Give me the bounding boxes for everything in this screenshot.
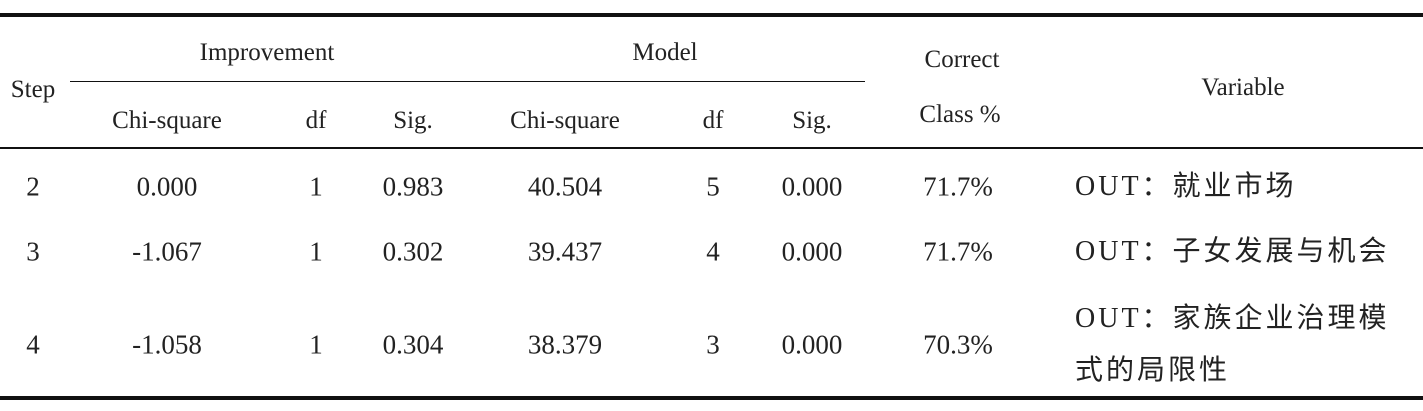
cell-variable: OUT：就业市场 [1075,171,1297,202]
header-subcolumn: Chi-square [112,107,222,134]
header-step: Step [10,76,56,103]
cell: 1 [309,171,323,202]
header-subcolumn: df [702,107,724,134]
cell: 0.304 [382,329,444,360]
cell: 40.504 [527,171,603,202]
cell: 3 [26,236,40,267]
cell: 1 [309,329,323,360]
cell: 70.3% [923,329,993,360]
header-group: Model [632,39,698,66]
cell: 39.437 [527,236,603,267]
cell: 0.000 [136,171,198,202]
header-correct: Correct [924,46,1000,73]
cell: 71.7% [923,171,993,202]
cell: -1.067 [132,236,202,267]
header-subcolumn: Sig. [393,107,433,134]
cell: 4 [26,329,40,360]
header-group: Improvement [199,39,335,66]
cell: 3 [706,329,720,360]
header-correct: Class % [919,101,1001,128]
header-subcolumn: df [305,107,327,134]
cell: 0.000 [781,236,843,267]
cell-variable: OUT：子女发展与机会 [1075,236,1390,267]
cell-variable: OUT：家族企业治理模式的局限性 [1075,303,1390,386]
cell: 0.302 [382,236,444,267]
cell: 0.983 [382,171,444,202]
group-rule [70,81,865,82]
header-rule [0,147,1423,149]
cell: 0.000 [781,329,843,360]
cell: -1.058 [132,329,202,360]
header-variable: Variable [1201,74,1285,101]
cell: 5 [706,171,720,202]
cell: 2 [26,171,40,202]
cell: 38.379 [527,329,603,360]
cell: 1 [309,236,323,267]
cell: 0.000 [781,171,843,202]
top-rule [0,13,1423,17]
cell: 71.7% [923,236,993,267]
header-subcolumn: Chi-square [510,107,620,134]
cell: 4 [706,236,720,267]
header-subcolumn: Sig. [792,107,832,134]
bottom-rule [0,396,1423,400]
